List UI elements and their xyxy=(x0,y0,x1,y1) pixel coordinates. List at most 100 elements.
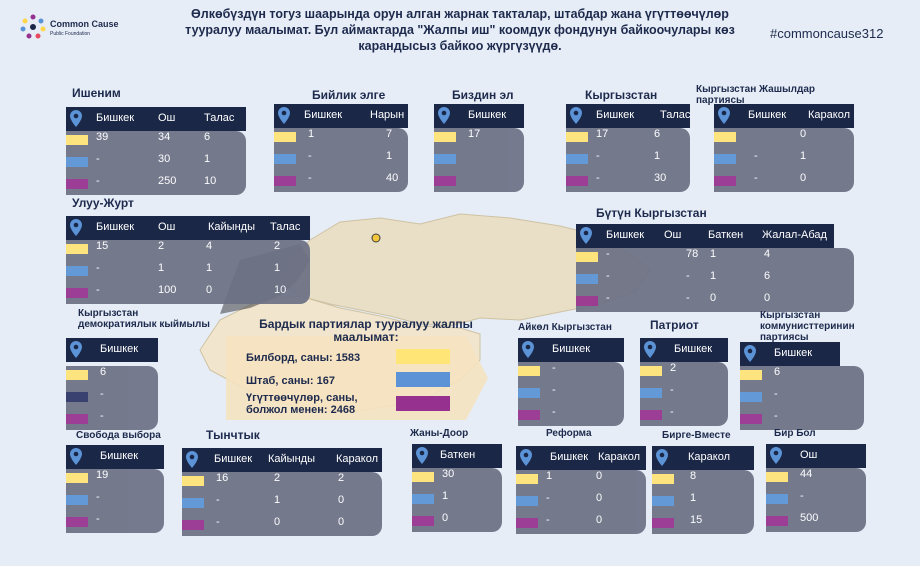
party-stats-bizdin-el: 17 xyxy=(434,128,524,192)
agitators-value: 0 xyxy=(206,284,213,296)
agitators-marker xyxy=(516,518,538,528)
billboard-value: 2 xyxy=(158,240,165,252)
party-header-biylik: Бишкек Нарын xyxy=(274,104,408,128)
billboard-marker xyxy=(640,366,662,376)
agitators-marker xyxy=(66,179,88,189)
party-header-patriot: Бишкек xyxy=(640,338,728,362)
hq-value: 1 xyxy=(204,153,211,165)
city-label: Бишкек xyxy=(468,109,507,121)
party-header-aikol: Бишкек xyxy=(518,338,624,362)
hq-marker xyxy=(766,494,788,504)
agitators-value: 0 xyxy=(442,512,449,524)
hq-value: 30 xyxy=(158,153,171,165)
agitators-value: - xyxy=(774,410,778,422)
party-header-janydoor: Баткен xyxy=(412,444,502,468)
billboard-value: 6 xyxy=(774,366,781,378)
party-stats-uluu-jurt: 15 2 4 2 - 1 1 1 - 100 0 10 xyxy=(66,240,310,304)
hq-value: - xyxy=(596,150,600,162)
agitators-marker xyxy=(640,410,662,420)
hq-value: - xyxy=(754,150,758,162)
billboard-marker xyxy=(566,132,588,142)
page-headline: Өлкөбүздүн тогуз шаарында орун алган жар… xyxy=(185,7,735,53)
agitators-marker xyxy=(66,517,88,527)
hq-marker xyxy=(66,157,88,167)
billboard-value: 34 xyxy=(158,131,171,143)
party-title-aikol: Айкөл Кыргызстан xyxy=(518,322,612,333)
legend-hq-swatch xyxy=(396,372,450,387)
city-label: Каракол xyxy=(808,109,850,121)
city-label: Бишкек xyxy=(96,221,135,233)
billboard-value: 19 xyxy=(96,469,109,481)
city-label: Каракол xyxy=(598,451,640,463)
party-title-biylik: Бийлик элге xyxy=(312,88,386,102)
billboard-value: 2 xyxy=(338,472,345,484)
billboard-marker xyxy=(182,476,204,486)
hq-value: 6 xyxy=(764,270,771,282)
billboard-value: 0 xyxy=(800,128,807,140)
party-header-birge: Каракол xyxy=(652,446,754,470)
billboard-value: - xyxy=(606,248,610,260)
hq-value: 1 xyxy=(158,262,165,274)
billboard-value: 30 xyxy=(442,468,455,480)
party-stats-patriot: 2 - - xyxy=(640,362,728,426)
party-title-birge: Бирге-Вместе xyxy=(662,430,731,441)
hq-value: 1 xyxy=(690,492,697,504)
location-pin-icon xyxy=(70,341,82,358)
agitators-value: 30 xyxy=(654,172,667,184)
billboard-value: 17 xyxy=(468,128,481,140)
hq-value: - xyxy=(670,384,674,396)
hq-marker xyxy=(518,388,540,398)
agitators-value: 0 xyxy=(274,516,281,528)
agitators-marker xyxy=(66,414,88,424)
hq-marker xyxy=(740,392,762,402)
legend-billboard-swatch xyxy=(396,349,450,364)
party-header-communists: Бишкек xyxy=(740,342,840,366)
hq-value: 0 xyxy=(338,494,345,506)
billboard-value: 39 xyxy=(96,131,109,143)
party-header-kyrgyzstan: Бишкек Талас xyxy=(566,104,690,128)
billboard-marker xyxy=(714,132,736,142)
billboard-value: 44 xyxy=(800,468,813,480)
hq-marker xyxy=(66,392,88,402)
city-label: Бишкек xyxy=(96,112,135,124)
billboard-value: 0 xyxy=(596,470,603,482)
agitators-value: 0 xyxy=(596,514,603,526)
billboard-marker xyxy=(66,473,88,483)
brand-name: Common Cause xyxy=(50,19,119,29)
party-stats-birge: 8 1 15 xyxy=(652,470,754,534)
agitators-value: - xyxy=(546,514,550,526)
billboard-marker xyxy=(434,132,456,142)
location-pin-icon xyxy=(656,449,668,466)
agitators-value: 0 xyxy=(764,292,771,304)
billboard-value: 6 xyxy=(100,366,107,378)
party-title-ishenim: Ишеним xyxy=(72,86,121,100)
summary-hq: Штаб, саны: 167 xyxy=(246,375,335,387)
city-label: Бишкек xyxy=(552,343,591,355)
agitators-value: 100 xyxy=(158,284,177,296)
hq-value: - xyxy=(96,153,100,165)
billboard-value: 2 xyxy=(274,240,281,252)
city-label: Бишкек xyxy=(304,109,343,121)
brand-subtitle: Public Foundation xyxy=(50,31,91,37)
billboard-value: 8 xyxy=(690,470,697,482)
agitators-value: 0 xyxy=(710,292,717,304)
billboard-value: 78 xyxy=(686,248,699,260)
city-label: Баткен xyxy=(440,449,476,461)
party-stats-bir-bol: 44 - 500 xyxy=(766,468,866,532)
party-stats-biylik: 1 7 - 1 - 40 xyxy=(274,128,408,192)
city-label: Жалал-Абад xyxy=(762,229,827,241)
hq-value: 1 xyxy=(800,150,807,162)
location-pin-icon xyxy=(522,341,534,358)
agitators-marker xyxy=(766,516,788,526)
party-title-tynchtyk: Тынчтык xyxy=(206,428,260,442)
party-stats-ishenim: 39 34 6 - 30 1 - 250 10 xyxy=(66,131,246,195)
agitators-value: 250 xyxy=(158,175,177,187)
party-header-bizdin-el: Бишкек xyxy=(434,104,524,128)
billboard-value: 4 xyxy=(206,240,213,252)
agitators-value: - xyxy=(754,172,758,184)
agitators-value: - xyxy=(96,284,100,296)
billboard-value: 6 xyxy=(654,128,661,140)
hq-value: 1 xyxy=(206,262,213,274)
city-label: Ош xyxy=(800,449,818,461)
party-title-jashtar: Кыргызстан Жашылдар партиясы xyxy=(696,84,815,106)
